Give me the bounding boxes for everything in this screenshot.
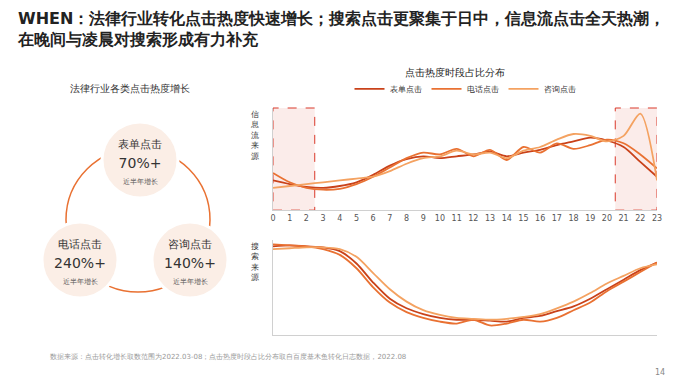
svg-text:240%+: 240%+ bbox=[54, 255, 106, 271]
svg-text:6: 6 bbox=[371, 214, 376, 223]
svg-text:搜索来源: 搜索来源 bbox=[251, 242, 259, 282]
html-text:WHEN：法律行业转化点击热度快速增长；搜索点击更聚集于日中: WHEN：法律行业转化点击热度快速增长；搜索点击更聚集于日中，信息流点击全天热潮… bbox=[18, 9, 666, 49]
svg-text:22: 22 bbox=[635, 214, 645, 223]
svg-text:10: 10 bbox=[435, 214, 445, 223]
svg-text:12: 12 bbox=[468, 214, 478, 223]
svg-text:近半年增长: 近半年增长 bbox=[123, 178, 158, 186]
svg-text:23: 23 bbox=[652, 214, 662, 223]
svg-text:11: 11 bbox=[452, 214, 462, 223]
svg-text:14: 14 bbox=[502, 214, 512, 223]
svg-text:4: 4 bbox=[337, 214, 342, 223]
svg-text:咨询点击: 咨询点击 bbox=[544, 85, 576, 94]
svg-text:20: 20 bbox=[602, 214, 612, 223]
svg-text:19: 19 bbox=[585, 214, 595, 223]
svg-text:信息流来源: 信息流来源 bbox=[250, 110, 259, 161]
svg-text:近半年增长: 近半年增长 bbox=[63, 278, 98, 286]
svg-text:21: 21 bbox=[619, 214, 629, 223]
svg-text:17: 17 bbox=[552, 214, 562, 223]
svg-text:1: 1 bbox=[287, 214, 292, 223]
svg-text:8: 8 bbox=[404, 214, 409, 223]
svg-text:0: 0 bbox=[270, 214, 275, 223]
html-text:数据来源：点击转化增长取数范围为2022.03-08；点击热: 数据来源：点击转化增长取数范围为2022.03-08；点击热度时段占比分布取自百… bbox=[50, 353, 407, 361]
svg-text:咨询点击: 咨询点击 bbox=[168, 238, 212, 251]
svg-text:电话点击: 电话点击 bbox=[467, 85, 499, 94]
svg-text:7: 7 bbox=[387, 214, 392, 223]
svg-text:表单点击: 表单点击 bbox=[118, 138, 162, 151]
svg-text:5: 5 bbox=[354, 214, 359, 223]
svg-text:法律行业各类点击热度增长: 法律行业各类点击热度增长 bbox=[70, 83, 190, 94]
svg-text:近半年增长: 近半年增长 bbox=[173, 278, 208, 286]
svg-text:18: 18 bbox=[568, 214, 578, 223]
svg-text:70%+: 70%+ bbox=[119, 155, 162, 171]
svg-text:3: 3 bbox=[321, 214, 326, 223]
svg-text:表单点击: 表单点击 bbox=[390, 85, 422, 94]
svg-text:电话点击: 电话点击 bbox=[58, 238, 102, 251]
svg-text:15: 15 bbox=[518, 214, 528, 223]
html-text:14: 14 bbox=[655, 368, 666, 377]
svg-text:2: 2 bbox=[304, 214, 309, 223]
svg-text:9: 9 bbox=[421, 214, 426, 223]
svg-text:点击热度时段占比分布: 点击热度时段占比分布 bbox=[405, 67, 505, 78]
svg-text:13: 13 bbox=[485, 214, 495, 223]
svg-text:140%+: 140%+ bbox=[164, 255, 216, 271]
svg-text:16: 16 bbox=[535, 214, 545, 223]
